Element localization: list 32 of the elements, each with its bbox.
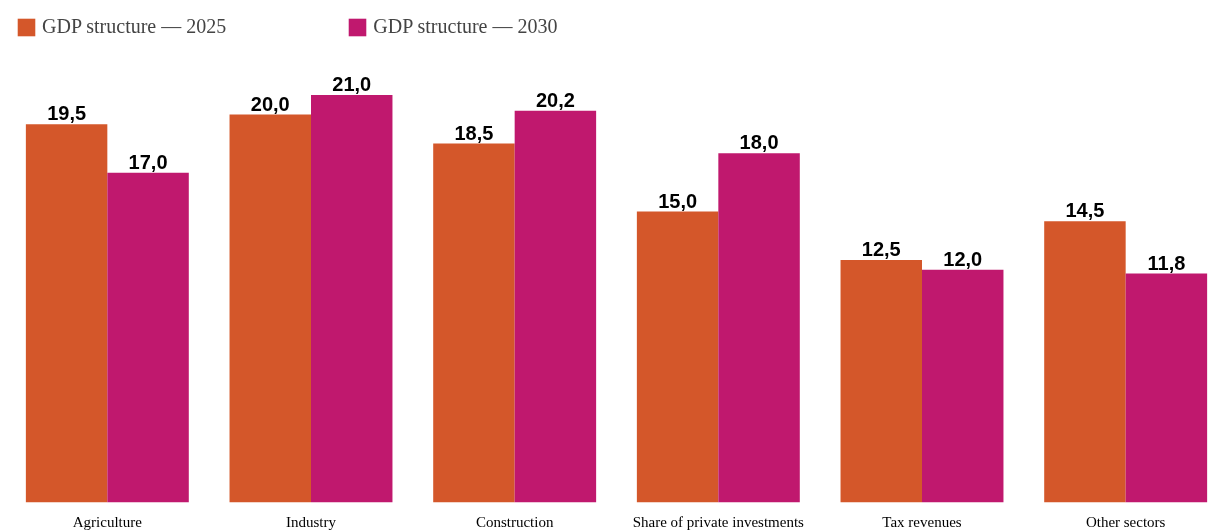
x-tick-label: Other sectors [1085,513,1166,530]
data-label: 21,0 [332,73,372,96]
data-label: 20,2 [535,88,575,111]
bar [25,124,108,503]
data-label: 12,0 [943,247,983,270]
bar [107,172,189,503]
data-label: 18,0 [739,131,779,154]
x-tick-label: Share of private investments [632,513,805,530]
bar [718,153,800,503]
data-label: 19,5 [47,102,87,125]
bar [229,114,311,503]
data-label: 11,8 [1147,251,1186,274]
data-label: 14,5 [1065,199,1105,222]
x-tick-label: Agriculture [72,513,143,530]
data-label: 18,5 [454,121,494,144]
bar [1044,221,1126,503]
legend-label: GDP structure — 2030 [373,15,558,38]
bar [311,95,393,503]
x-tick-label: Construction [475,513,554,530]
bar [840,260,922,503]
bar [1125,273,1208,503]
data-label: 17,0 [128,150,168,173]
data-label: 20,0 [250,92,290,115]
bar [636,211,719,503]
x-tick-label: Tax revenues [882,513,962,530]
data-label: 12,5 [861,238,901,261]
bar [922,269,1004,503]
legend-label: GDP structure — 2025 [42,15,227,38]
x-tick-label: Industry [286,513,337,530]
bar [433,143,515,503]
data-label: 15,0 [658,189,698,212]
bar [514,110,597,503]
